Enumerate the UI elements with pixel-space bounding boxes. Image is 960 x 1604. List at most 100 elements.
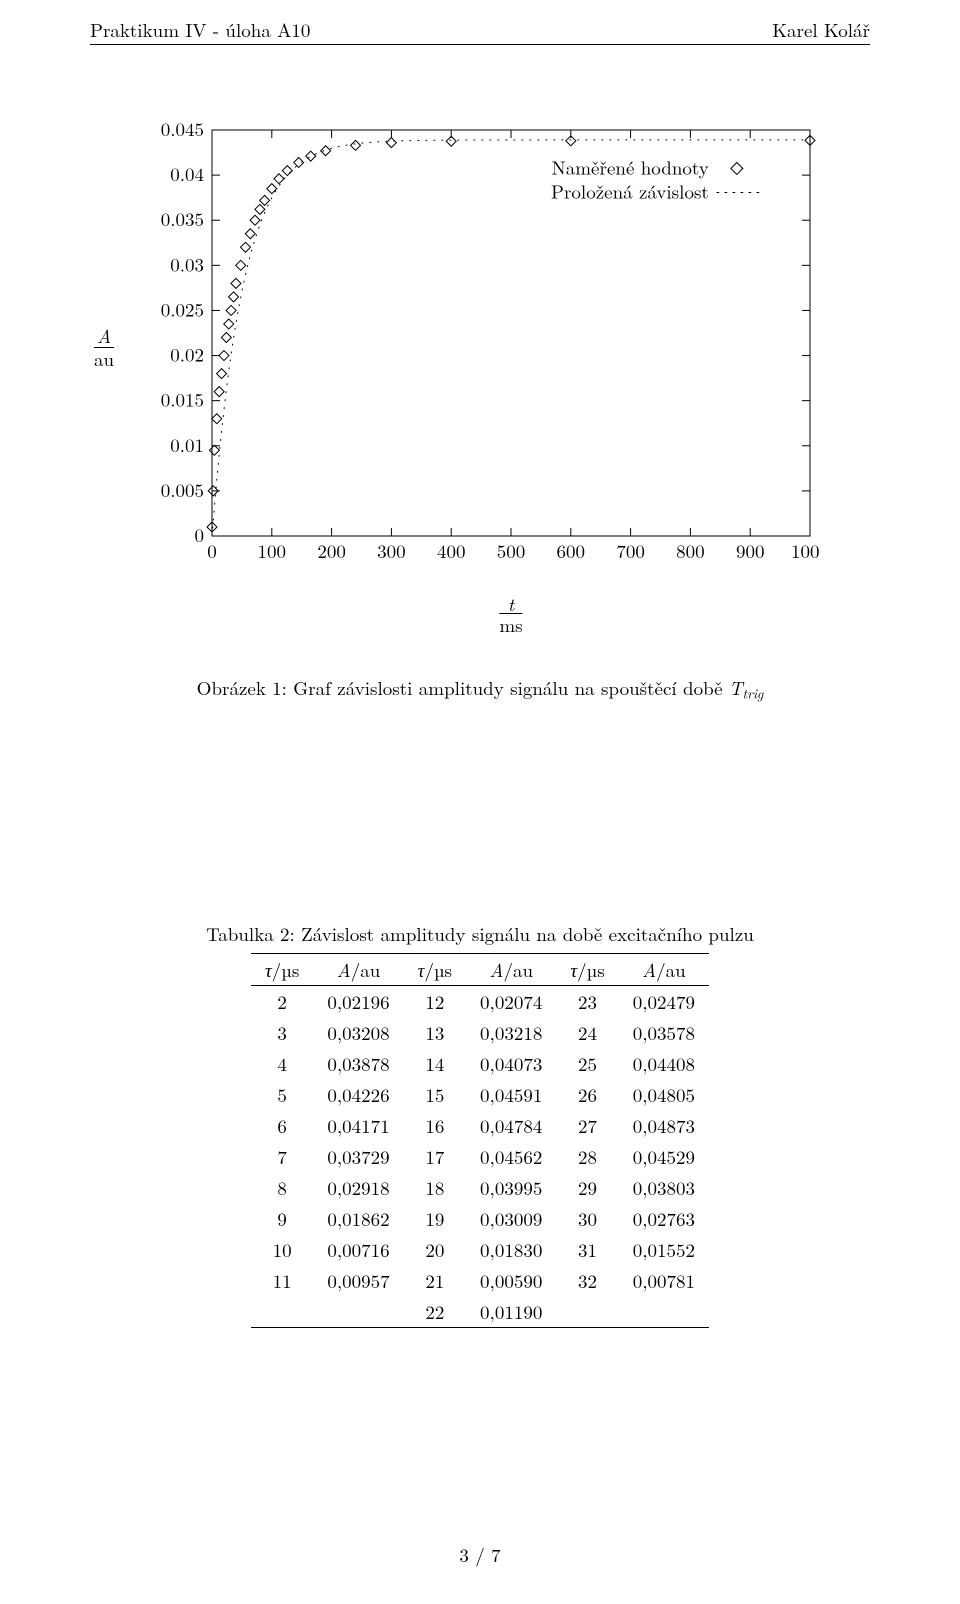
table-caption: Tabulka 2: Závislost amplitudy signálu n… [90, 920, 870, 947]
svg-text:1000: 1000 [791, 537, 820, 564]
table-cell: 0,03218 [466, 1017, 556, 1048]
table-cell: 0,03995 [466, 1172, 556, 1203]
table-cell: 9 [251, 1203, 313, 1234]
svg-text:600: 600 [557, 537, 586, 564]
table-cell: 0,04873 [619, 1110, 709, 1141]
y-axis-label-denominator: au [94, 347, 114, 368]
chart-svg: 0100200300400500600700800900100000.0050.… [140, 120, 820, 580]
table-cell [556, 1296, 618, 1328]
table-cell: 29 [556, 1172, 618, 1203]
x-axis-label-denominator: ms [499, 613, 522, 634]
table-cell: 0,04805 [619, 1079, 709, 1110]
page-footer: 3 / 7 [0, 1541, 960, 1568]
table-row: 80,02918180,03995290,03803 [251, 1172, 709, 1203]
table-cell: 0,02918 [313, 1172, 403, 1203]
table-cell: 13 [404, 1017, 466, 1048]
table-row: 50,04226150,04591260,04805 [251, 1079, 709, 1110]
svg-text:0.045: 0.045 [161, 120, 204, 142]
table-cell: 0,04171 [313, 1110, 403, 1141]
table-cell: 12 [404, 986, 466, 1018]
table-row: 30,03208130,03218240,03578 [251, 1017, 709, 1048]
svg-text:400: 400 [437, 537, 466, 564]
svg-text:300: 300 [377, 537, 406, 564]
table-row: 70,03729170,04562280,04529 [251, 1141, 709, 1172]
table-header-cell: A/au [619, 954, 709, 986]
table-cell [313, 1296, 403, 1328]
table-cell: 0,02196 [313, 986, 403, 1018]
table-cell: 0,04226 [313, 1079, 403, 1110]
table-cell: 17 [404, 1141, 466, 1172]
table-cell: 28 [556, 1141, 618, 1172]
table-cell: 24 [556, 1017, 618, 1048]
table-cell: 22 [404, 1296, 466, 1328]
svg-text:0.035: 0.035 [161, 205, 204, 232]
table-cell: 6 [251, 1110, 313, 1141]
table-cell: 0,00781 [619, 1265, 709, 1296]
table-cell: 0,04408 [619, 1048, 709, 1079]
table-cell: 0,00716 [313, 1234, 403, 1265]
table-cell: 4 [251, 1048, 313, 1079]
table-cell: 0,01190 [466, 1296, 556, 1328]
table-cell: 0,03803 [619, 1172, 709, 1203]
svg-text:700: 700 [616, 537, 645, 564]
table-cell: 3 [251, 1017, 313, 1048]
table-cell: 14 [404, 1048, 466, 1079]
svg-text:0.01: 0.01 [170, 431, 204, 458]
svg-text:0: 0 [194, 521, 204, 548]
table-cell: 0,02074 [466, 986, 556, 1018]
table-cell: 0,03208 [313, 1017, 403, 1048]
svg-text:0.04: 0.04 [170, 160, 204, 187]
table-cell: 8 [251, 1172, 313, 1203]
svg-text:200: 200 [317, 537, 346, 564]
table-cell: 0,01552 [619, 1234, 709, 1265]
table-row: 90,01862190,03009300,02763 [251, 1203, 709, 1234]
table-cell: 0,04529 [619, 1141, 709, 1172]
table-cell: 27 [556, 1110, 618, 1141]
table-cell: 32 [556, 1265, 618, 1296]
table-cell: 31 [556, 1234, 618, 1265]
table-cell: 19 [404, 1203, 466, 1234]
svg-text:900: 900 [736, 537, 765, 564]
svg-text:Naměřené hodnoty: Naměřené hodnoty [551, 153, 708, 180]
table-cell: 26 [556, 1079, 618, 1110]
table-cell: 0,04073 [466, 1048, 556, 1079]
chart-x-axis-label: t ms [499, 594, 522, 634]
table-header-cell: A/au [313, 954, 403, 986]
table-cell: 23 [556, 986, 618, 1018]
table-row: 20,02196120,02074230,02479 [251, 986, 709, 1018]
figure-caption-symbol: Ttrig [729, 674, 763, 701]
table-cell: 11 [251, 1265, 313, 1296]
table-cell: 15 [404, 1079, 466, 1110]
svg-text:0.02: 0.02 [170, 341, 204, 368]
svg-text:800: 800 [676, 537, 705, 564]
chart-figure: 0100200300400500600700800900100000.0050.… [140, 120, 820, 585]
table-row: 40,03878140,04073250,04408 [251, 1048, 709, 1079]
table-cell: 30 [556, 1203, 618, 1234]
svg-text:0: 0 [207, 537, 217, 564]
svg-text:100: 100 [258, 537, 287, 564]
table-row: 220,01190 [251, 1296, 709, 1328]
table-cell: 25 [556, 1048, 618, 1079]
table-header-row: τ/µs A/au τ/µs A/au τ/µs A/au [251, 954, 709, 986]
svg-text:Proložená závislost: Proložená závislost [551, 177, 709, 204]
svg-text:0.015: 0.015 [161, 386, 204, 413]
svg-text:0.025: 0.025 [161, 295, 204, 322]
table-cell: 5 [251, 1079, 313, 1110]
page-header: Praktikum IV - úloha A10 Karel Kolář [90, 16, 870, 43]
table-cell: 0,00590 [466, 1265, 556, 1296]
table-cell: 10 [251, 1234, 313, 1265]
chart-y-axis-label: A au [94, 326, 114, 368]
table-cell: 16 [404, 1110, 466, 1141]
table-cell: 0,02479 [619, 986, 709, 1018]
table-header-cell: τ/µs [251, 954, 313, 986]
table-cell: 20 [404, 1234, 466, 1265]
data-table: τ/µs A/au τ/µs A/au τ/µs A/au 20,0219612… [251, 953, 709, 1328]
table-cell: 0,03878 [313, 1048, 403, 1079]
table-cell: 0,03729 [313, 1141, 403, 1172]
table-row: 60,04171160,04784270,04873 [251, 1110, 709, 1141]
table-cell: 0,00957 [313, 1265, 403, 1296]
table-cell: 0,04591 [466, 1079, 556, 1110]
svg-text:0.03: 0.03 [170, 250, 204, 277]
table-cell: 21 [404, 1265, 466, 1296]
svg-text:0.005: 0.005 [161, 476, 204, 503]
